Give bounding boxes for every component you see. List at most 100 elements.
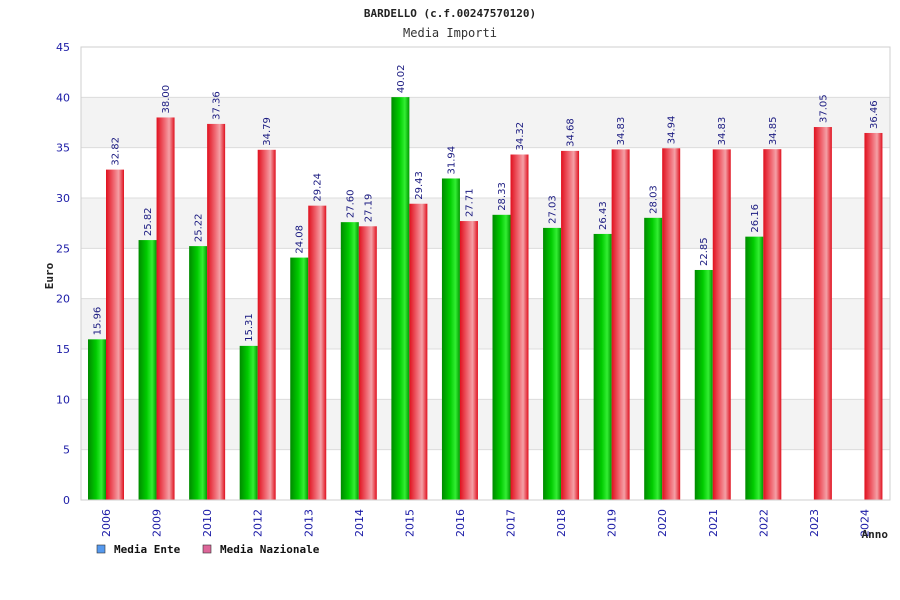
bar-media-nazionale xyxy=(358,226,377,500)
bar-media-nazionale xyxy=(459,221,478,500)
x-tick-label: 2023 xyxy=(808,509,821,537)
x-tick-label: 2021 xyxy=(707,509,720,537)
bar-media-ente xyxy=(593,233,612,501)
value-label-media-ente: 25.82 xyxy=(143,207,154,236)
value-label-media-ente: 28.03 xyxy=(649,185,660,214)
x-tick-label: 2013 xyxy=(302,509,315,537)
value-label-media-ente: 15.31 xyxy=(244,313,255,342)
bar-media-nazionale xyxy=(813,127,832,500)
value-label-media-nazionale: 37.05 xyxy=(818,94,829,123)
x-tick-label: 2019 xyxy=(606,509,619,537)
chart-subtitle: Media Importi xyxy=(403,26,497,40)
plot-border xyxy=(80,46,891,501)
value-label-media-ente: 25.22 xyxy=(194,213,205,242)
x-tick-label: 2016 xyxy=(454,509,467,537)
bar-media-ente xyxy=(694,269,713,500)
bar-media-ente xyxy=(189,246,208,500)
y-tick-label: 5 xyxy=(63,444,70,457)
value-label-media-nazionale: 27.71 xyxy=(464,188,475,217)
legend: Media Ente Media Nazionale xyxy=(96,543,320,556)
bar-media-ente xyxy=(391,97,410,501)
x-tick-label: 2020 xyxy=(656,509,669,537)
bar-media-ente xyxy=(441,178,460,500)
value-label-media-ente: 40.02 xyxy=(396,64,407,93)
y-tick-label: 0 xyxy=(63,494,70,507)
bar-media-nazionale xyxy=(611,149,630,501)
y-tick-label: 30 xyxy=(56,192,70,205)
bar-media-nazionale xyxy=(763,149,782,500)
y-tick-label: 10 xyxy=(56,393,70,406)
x-tick-label: 2015 xyxy=(403,509,416,537)
y-tick-label: 35 xyxy=(56,142,70,155)
chart-title: BARDELLO (c.f.00247570120) xyxy=(364,7,536,20)
bar-media-nazionale xyxy=(864,132,883,500)
y-tick-label: 20 xyxy=(56,293,70,306)
y-tick-label: 15 xyxy=(56,343,70,356)
y-axis-label: Euro xyxy=(43,262,56,289)
y-tick-label: 45 xyxy=(56,41,70,54)
x-tick-label: 2024 xyxy=(858,509,871,537)
grid-band xyxy=(81,47,890,98)
value-label-media-ente: 15.96 xyxy=(93,307,104,336)
bar-media-nazionale xyxy=(156,117,175,500)
plot-axes: 0 5 10 15 20 25 30 35 40 45 2006 2009 2010 2012 2013 20… xyxy=(56,41,891,537)
legend-label-media-nazionale: Media Nazionale xyxy=(220,543,320,556)
value-label-media-nazionale: 34.94 xyxy=(667,116,678,145)
value-label-media-nazionale: 38.00 xyxy=(161,85,172,114)
value-label-media-nazionale: 34.79 xyxy=(262,117,273,146)
plot-bars: 15.96 32.82 25.82 38.00 25.22 37.36 15.31 34.79… xyxy=(88,64,883,501)
value-label-media-ente: 28.33 xyxy=(497,182,508,211)
value-label-media-ente: 26.43 xyxy=(598,201,609,230)
bar-media-nazionale xyxy=(409,203,428,500)
legend-swatch-media-ente xyxy=(96,544,106,554)
value-label-media-nazionale: 32.82 xyxy=(111,137,122,166)
bar-media-ente xyxy=(492,214,511,500)
value-label-media-nazionale: 36.46 xyxy=(869,100,880,129)
bar-media-ente xyxy=(543,227,562,500)
bar-media-ente xyxy=(88,339,106,500)
value-label-media-nazionale: 37.36 xyxy=(212,91,223,120)
x-tick-label: 2022 xyxy=(757,509,770,537)
x-tick-label: 2009 xyxy=(151,509,164,537)
bar-media-ente xyxy=(239,345,258,500)
bar-media-ente xyxy=(138,240,157,500)
x-axis-label: Anno xyxy=(862,528,889,541)
value-label-media-nazionale: 34.83 xyxy=(717,117,728,146)
bar-media-nazionale xyxy=(308,205,327,500)
bar-media-ente xyxy=(644,217,663,500)
bar-media-nazionale xyxy=(662,148,681,500)
bar-media-nazionale xyxy=(106,169,124,500)
bar-media-nazionale xyxy=(257,149,276,500)
value-label-media-nazionale: 27.19 xyxy=(363,194,374,223)
x-tick-label: 2017 xyxy=(505,509,518,537)
value-label-media-nazionale: 29.24 xyxy=(313,173,324,202)
x-tick-label: 2012 xyxy=(252,509,265,537)
value-label-media-nazionale: 34.32 xyxy=(515,122,526,151)
value-label-media-nazionale: 34.83 xyxy=(616,117,627,146)
value-label-media-ente: 31.94 xyxy=(446,146,457,175)
legend-label-media-ente: Media Ente xyxy=(114,543,181,556)
legend-swatch-media-nazionale xyxy=(202,544,212,554)
bar-media-nazionale xyxy=(207,123,226,500)
bar-media-nazionale xyxy=(712,149,731,501)
value-label-media-ente: 27.60 xyxy=(345,190,356,219)
value-label-media-ente: 27.03 xyxy=(548,195,559,224)
bar-media-ente xyxy=(290,257,309,500)
value-label-media-ente: 26.16 xyxy=(750,204,761,233)
bar-media-ente xyxy=(340,222,359,500)
y-tick-label: 25 xyxy=(56,242,70,255)
x-tick-label: 2010 xyxy=(201,509,214,537)
value-label-media-nazionale: 34.68 xyxy=(566,118,577,147)
x-tick-label: 2006 xyxy=(100,509,113,537)
value-label-media-nazionale: 34.85 xyxy=(768,117,779,146)
bar-media-nazionale xyxy=(561,150,580,500)
value-label-media-ente: 22.85 xyxy=(699,237,710,266)
bar-media-nazionale xyxy=(510,154,529,500)
value-label-media-nazionale: 29.43 xyxy=(414,171,425,200)
bar-media-ente xyxy=(745,236,764,500)
y-tick-label: 40 xyxy=(56,91,70,104)
x-tick-label: 2014 xyxy=(353,509,366,537)
x-tick-label: 2018 xyxy=(555,509,568,537)
value-label-media-ente: 24.08 xyxy=(295,225,306,254)
